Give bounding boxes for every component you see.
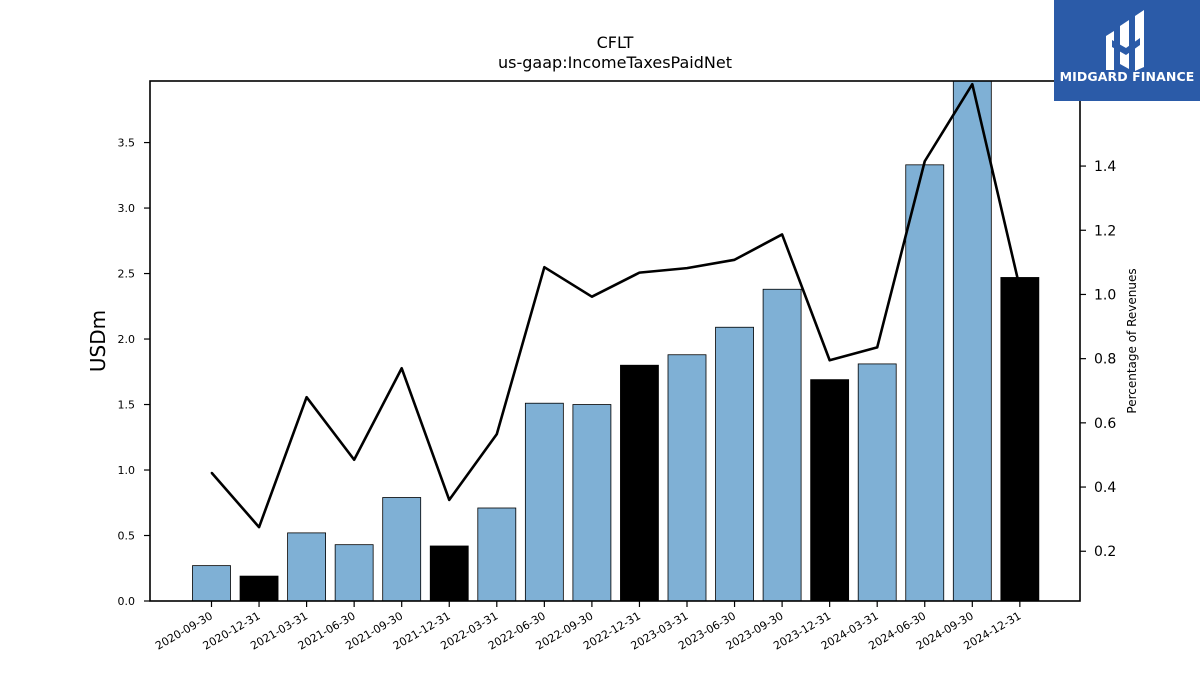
line-point-2022-03-31 [496, 433, 498, 435]
line-layer [210, 82, 1022, 529]
bar-2023-09-30 [762, 288, 802, 602]
bar-2021-12-31 [429, 545, 469, 602]
y2-tick-label: 0.6 [1094, 416, 1116, 432]
brand-logo: MIDGARD FINANCE [1054, 0, 1200, 101]
line-point-2022-12-31 [638, 271, 641, 274]
line-point-2023-09-30 [781, 233, 783, 236]
line-point-2021-09-30 [400, 367, 403, 370]
bar-2020-12-31 [239, 575, 279, 602]
percentage-of-revenues-line [210, 82, 1022, 529]
line-point-2024-09-30 [971, 83, 974, 86]
plot-frame [149, 80, 1081, 602]
bar-2022-06-30 [524, 402, 564, 602]
y-tick-label: 1.5 [118, 399, 136, 412]
line-point-2022-09-30 [591, 295, 593, 298]
line-point-2023-03-31 [686, 267, 688, 269]
bar-2021-09-30 [382, 497, 422, 602]
line-point-2022-06-30 [543, 266, 546, 268]
line-point-2021-12-31 [448, 499, 451, 501]
line-point-2021-06-30 [353, 458, 355, 461]
chart-title: CFLT [597, 33, 634, 52]
bar-2021-03-31 [287, 532, 327, 602]
bar-2022-03-31 [477, 507, 517, 602]
logo-text: MIDGARD FINANCE [1059, 69, 1195, 84]
y2-tick-label: 1.0 [1094, 287, 1116, 303]
bar-2023-06-30 [715, 326, 754, 602]
line-point-2020-12-31 [258, 526, 260, 528]
y2-tick-label: 0.2 [1094, 544, 1116, 560]
chart-subtitle: us-gaap:IncomeTaxesPaidNet [498, 53, 732, 72]
y-tick-label: 0.5 [118, 530, 136, 543]
y-axis-label: USDm [86, 310, 110, 372]
y-tick-label: 2.0 [118, 333, 136, 346]
bar-2023-03-31 [667, 354, 707, 602]
y-tick-label: 0.0 [118, 595, 136, 608]
y-tick-label: 3.0 [118, 202, 136, 215]
line-point-2024-12-31 [1019, 287, 1021, 289]
bar-2023-12-31 [810, 379, 850, 602]
line-point-2024-03-31 [876, 346, 878, 349]
bar-2024-12-31 [1000, 277, 1040, 602]
y-tick-label: 2.5 [118, 268, 136, 281]
bar-2022-12-31 [620, 364, 659, 602]
bar-2021-06-30 [334, 544, 374, 602]
line-point-2021-03-31 [305, 396, 308, 398]
line-point-2020-09-30 [210, 471, 213, 474]
bar-2024-03-31 [857, 363, 897, 602]
y2-tick-label: 0.8 [1094, 352, 1116, 368]
bars-layer [192, 80, 1040, 602]
line-point-2023-12-31 [828, 359, 831, 362]
y2-tick-label: 0.4 [1094, 480, 1116, 496]
bar-2024-06-30 [905, 164, 945, 602]
y2-axis-label: Percentage of Revenues [1125, 268, 1139, 413]
bar-2024-09-30 [952, 80, 992, 602]
y-tick-label: 3.5 [118, 137, 136, 150]
bar-2022-09-30 [572, 404, 612, 602]
y2-tick-label: 1.2 [1094, 223, 1116, 239]
line-point-2024-06-30 [923, 160, 926, 163]
logo-mark-icon [1106, 10, 1144, 71]
y-tick-label: 1.0 [118, 464, 136, 477]
line-point-2023-06-30 [733, 258, 736, 261]
bar-2020-09-30 [192, 565, 231, 602]
y2-tick-label: 1.4 [1094, 159, 1116, 175]
